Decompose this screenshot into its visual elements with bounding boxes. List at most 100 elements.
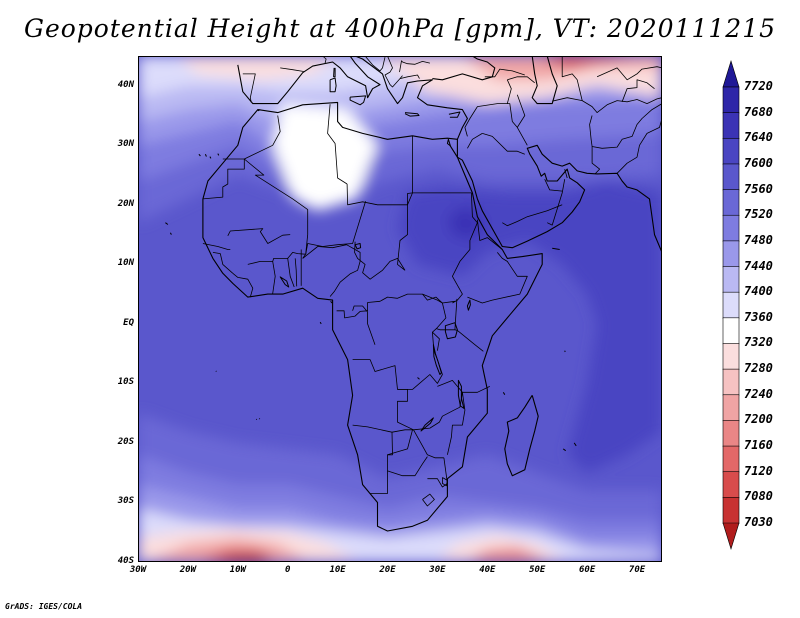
country-border — [391, 429, 444, 459]
country-border — [352, 305, 376, 345]
lon-tick-label: 50E — [529, 565, 546, 575]
island-outline — [573, 442, 577, 447]
country-border — [484, 68, 525, 78]
footer-credit: GrADS: IGES/COLA — [5, 602, 83, 611]
lake-outline — [432, 344, 442, 375]
island-outline — [562, 448, 566, 452]
colorbar-segment — [722, 394, 740, 422]
country-border — [364, 56, 386, 72]
coastline — [257, 109, 261, 112]
colorbar-label: 7160 — [744, 438, 773, 453]
colorbar-segment — [722, 112, 740, 140]
lon-tick-label: 60E — [579, 565, 596, 575]
country-border — [447, 392, 466, 455]
island-outline — [215, 370, 217, 372]
field-sw-red-2 — [148, 538, 308, 562]
colorbar-segment — [722, 189, 740, 217]
coastline — [504, 395, 539, 477]
lat-tick-label: 30N — [117, 139, 134, 150]
island-outline — [209, 156, 212, 159]
lat-tick-label: 10N — [117, 258, 134, 269]
country-border — [464, 103, 528, 146]
lake-outline — [457, 379, 465, 409]
country-border — [432, 331, 440, 351]
map-canvas — [138, 56, 662, 562]
country-border — [354, 241, 406, 280]
colorbar-label: 7640 — [744, 130, 773, 145]
island-outline — [349, 95, 367, 106]
country-border — [399, 60, 403, 73]
lon-tick-label: 20W — [179, 565, 197, 575]
lon-tick-label: 70E — [628, 565, 646, 575]
country-border — [467, 133, 483, 149]
country-border — [305, 201, 366, 255]
colorbar-segment — [722, 317, 740, 345]
country-border — [596, 66, 662, 81]
country-border — [462, 386, 490, 393]
lat-tick-label: 20S — [117, 436, 134, 447]
colorbar-label: 7400 — [744, 284, 773, 299]
country-border — [507, 76, 535, 84]
lake-outline — [466, 299, 471, 311]
country-border — [244, 115, 281, 160]
country-border — [302, 244, 361, 297]
map-outlines — [165, 56, 662, 532]
colorbar-segment — [722, 471, 740, 499]
island-outline — [329, 77, 337, 93]
map-panel — [138, 56, 662, 562]
field-sw-red-4 — [217, 554, 273, 562]
colorbar-segment — [722, 497, 740, 524]
lon-tick-label: 20E — [379, 565, 396, 575]
country-border — [287, 258, 295, 288]
colorbar-label: 7520 — [744, 207, 773, 222]
island-outline — [333, 67, 336, 78]
lake-outline — [444, 322, 458, 340]
lat-tick-label: 20N — [117, 198, 134, 209]
colorbar-segment — [722, 137, 740, 165]
lon-tick-label: 30W — [129, 565, 147, 575]
island-outline — [165, 222, 169, 225]
country-border — [547, 179, 566, 226]
country-border — [561, 56, 583, 101]
country-border — [552, 97, 662, 113]
colorbar-segment — [722, 368, 740, 396]
country-border — [422, 493, 435, 507]
country-border — [247, 251, 306, 265]
country-border — [544, 179, 563, 192]
lake-outline — [354, 243, 362, 250]
colorbar-label: 7680 — [744, 104, 773, 119]
country-border — [346, 183, 413, 206]
colorbar-segment — [722, 343, 740, 370]
country-border — [591, 146, 601, 175]
island-outline — [448, 111, 461, 118]
colorbar-segment — [722, 214, 740, 242]
island-outline — [255, 418, 258, 421]
island-outline — [258, 418, 261, 420]
country-border — [516, 94, 526, 128]
island-outline — [404, 112, 420, 117]
country-border — [242, 73, 256, 103]
country-border — [244, 158, 309, 235]
country-border — [212, 252, 234, 274]
colorbar-segment — [722, 522, 740, 551]
colorbar-segment — [722, 163, 740, 191]
colorbar-label: 7600 — [744, 155, 773, 170]
island-outline — [330, 300, 333, 304]
colorbar-label: 7480 — [744, 232, 773, 247]
lon-tick-label: 0 — [284, 565, 291, 575]
island-outline — [502, 392, 506, 395]
island-outline — [198, 153, 201, 157]
country-border — [402, 61, 430, 65]
country-border — [616, 118, 662, 174]
country-border — [427, 457, 448, 488]
country-border — [482, 133, 525, 155]
field-east-band — [397, 181, 662, 473]
colorbar-segment — [722, 240, 740, 268]
country-border — [564, 168, 568, 179]
lon-tick-label: 40E — [479, 565, 496, 575]
country-border — [280, 67, 304, 72]
colorbar-segment — [722, 420, 740, 447]
lat-tick-label: 40N — [117, 79, 134, 90]
lat-tick-label: EQ — [123, 317, 134, 328]
country-border — [384, 56, 403, 88]
